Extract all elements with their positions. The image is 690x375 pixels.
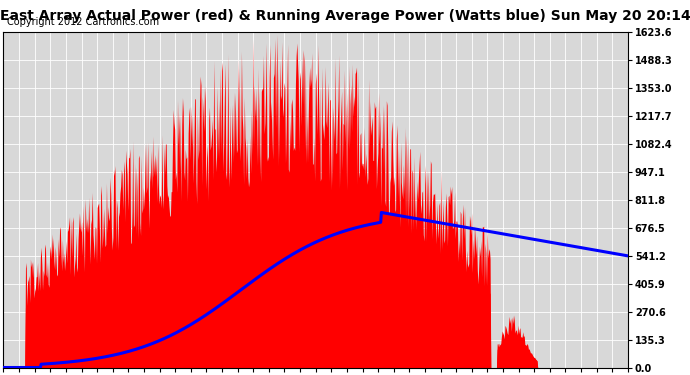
Text: Copyright 2012 Cartronics.com: Copyright 2012 Cartronics.com xyxy=(7,17,159,27)
Text: East Array Actual Power (red) & Running Average Power (Watts blue) Sun May 20 20: East Array Actual Power (red) & Running … xyxy=(0,9,690,23)
